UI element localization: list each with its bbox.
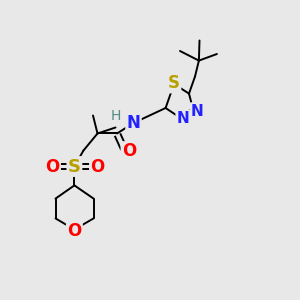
Text: S: S bbox=[68, 158, 81, 175]
Text: N: N bbox=[191, 103, 204, 118]
Text: O: O bbox=[45, 158, 60, 175]
Text: O: O bbox=[90, 158, 105, 175]
Text: O: O bbox=[67, 222, 82, 240]
Text: S: S bbox=[168, 74, 180, 92]
Text: N: N bbox=[177, 111, 189, 126]
Text: N: N bbox=[127, 114, 140, 132]
Text: H: H bbox=[110, 110, 121, 123]
Text: O: O bbox=[122, 142, 136, 160]
